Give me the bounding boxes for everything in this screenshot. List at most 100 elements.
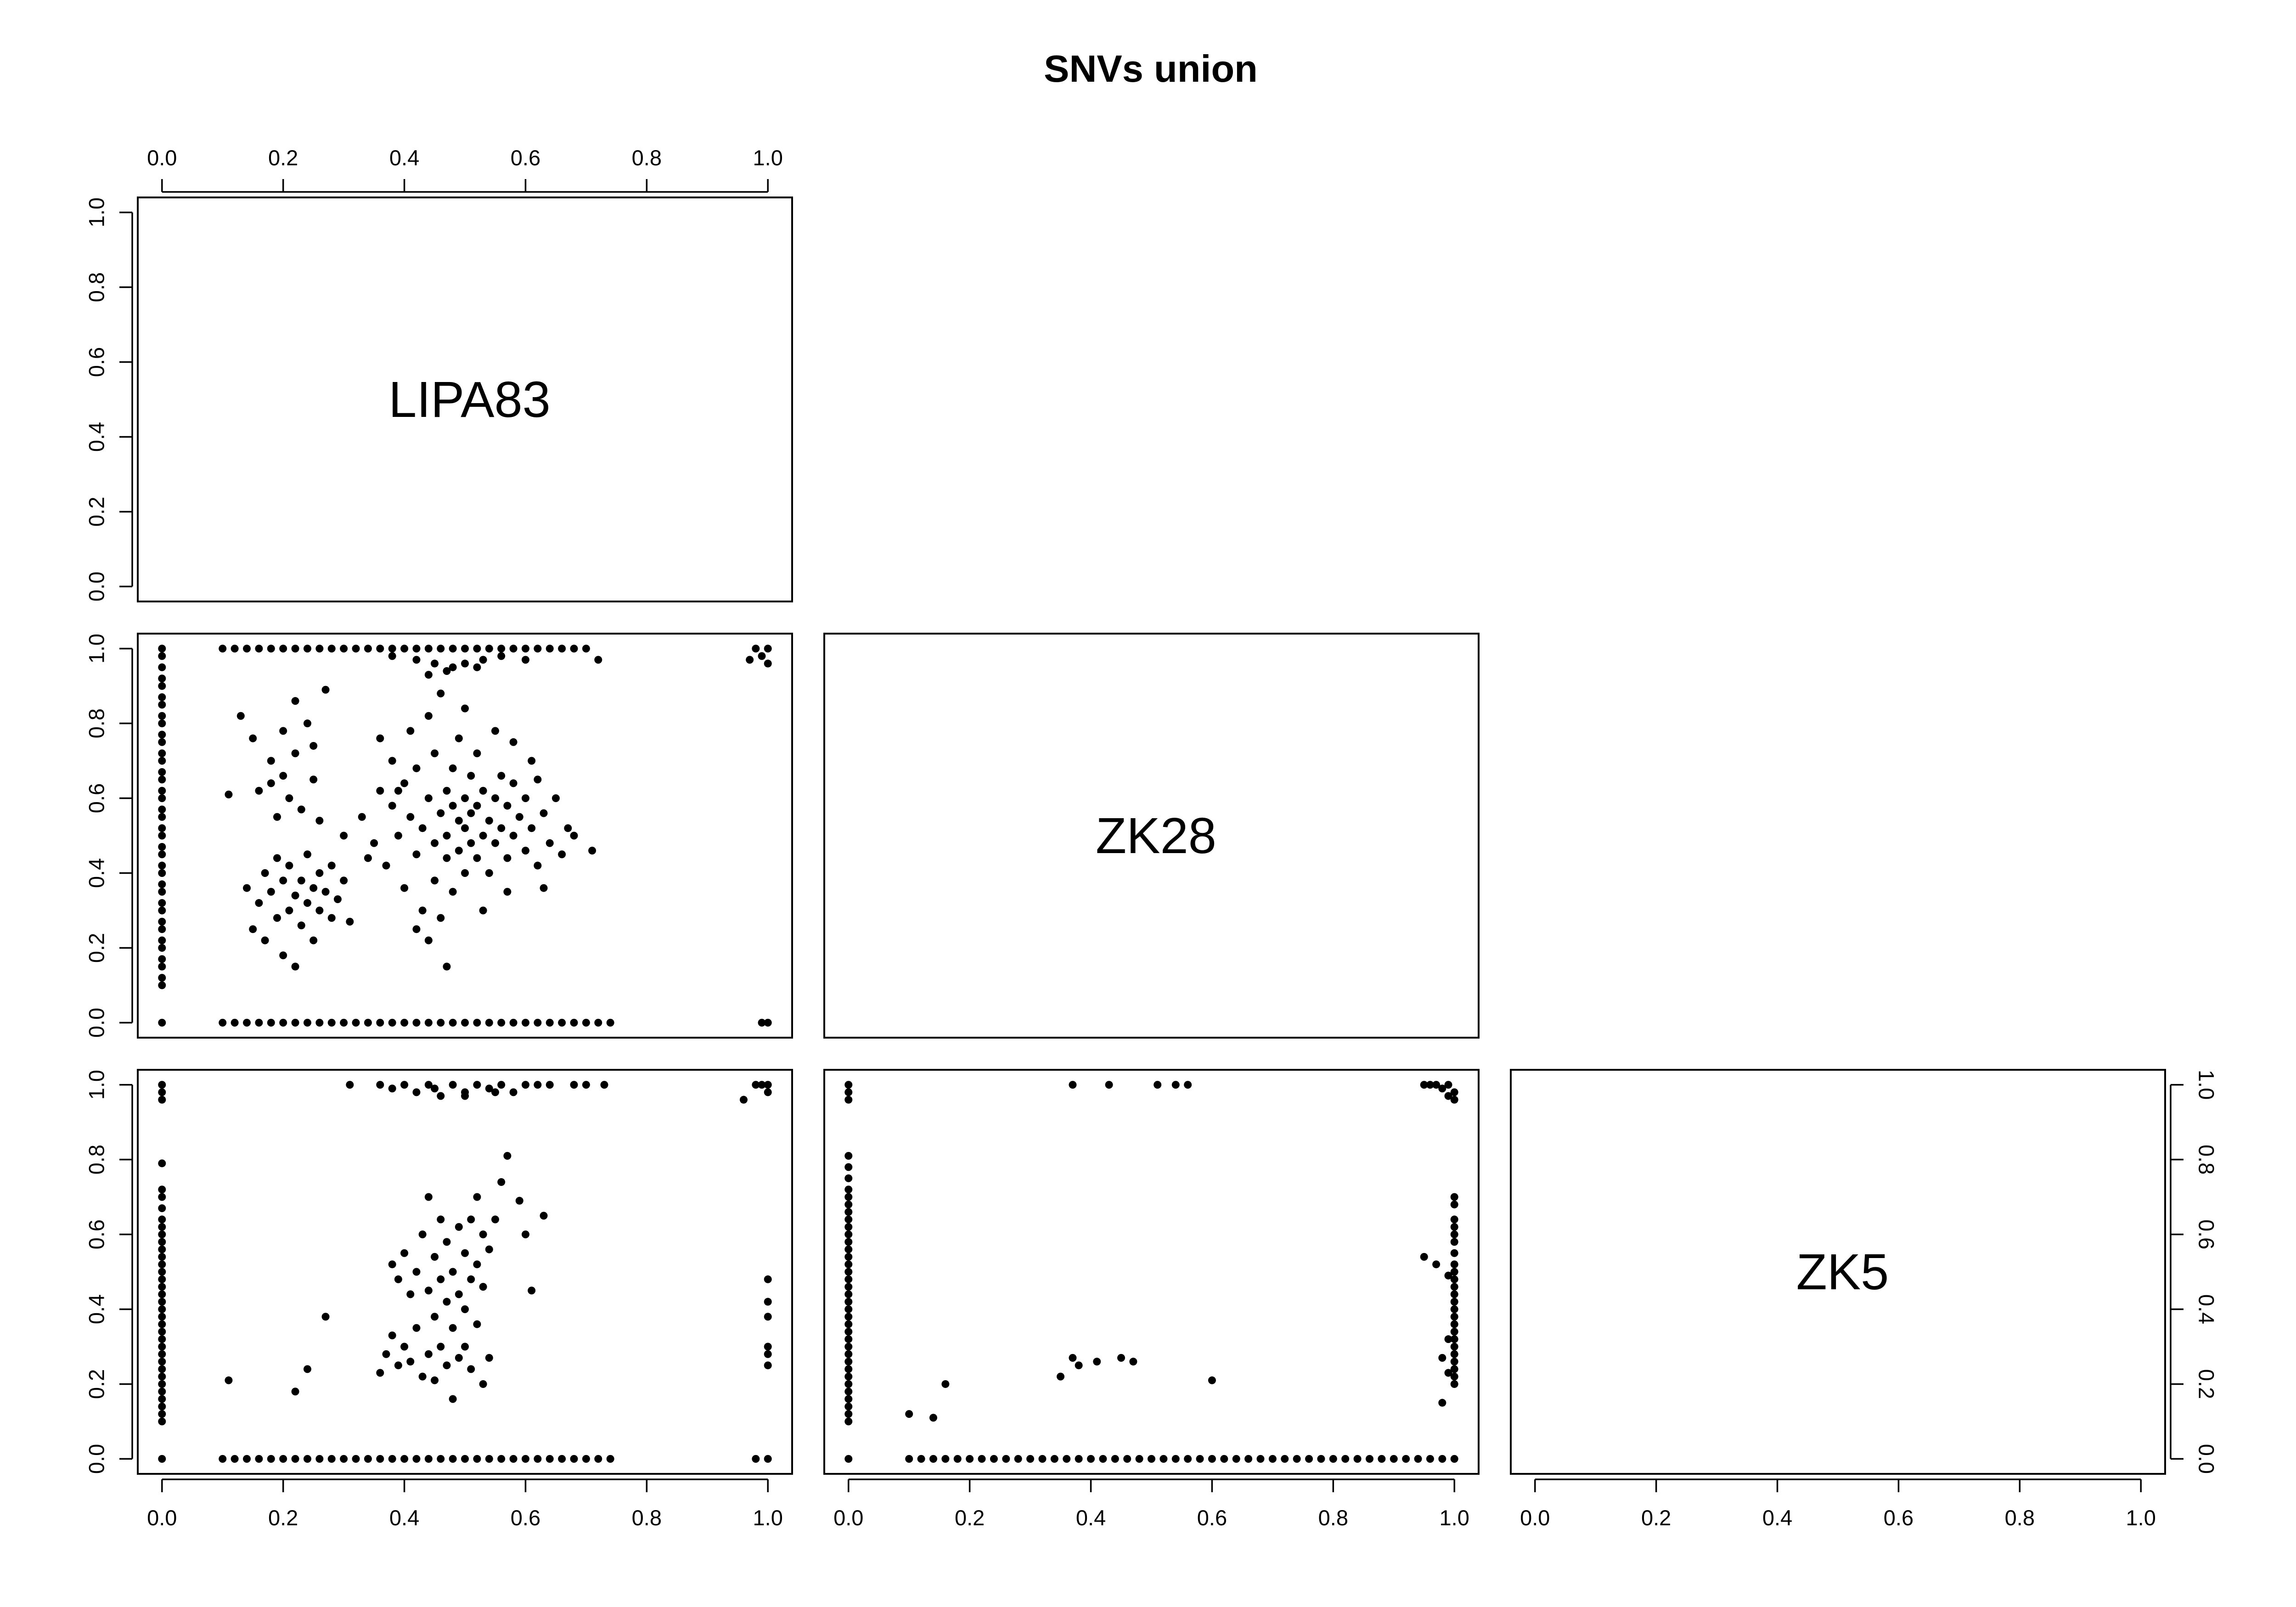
data-point [455,1223,463,1231]
data-point [388,1084,396,1093]
data-point [303,1455,311,1463]
data-point [255,787,263,795]
data-point [844,1215,853,1224]
data-point [1099,1455,1107,1463]
data-point [158,850,166,859]
data-point [310,884,318,892]
data-point [219,1018,227,1027]
data-point [437,914,445,922]
x-tick-label: 0.4 [1076,1506,1106,1530]
data-point [158,682,166,690]
data-point [844,1395,853,1403]
data-point [291,891,299,899]
x-tick-label: 0.4 [389,1506,419,1530]
data-point [1444,1271,1452,1280]
data-point [461,1305,469,1313]
data-point [1159,1455,1168,1463]
data-point [437,1343,445,1351]
data-point [467,839,475,847]
data-point [315,816,324,825]
data-point [158,899,166,907]
x-tick-label: 0.0 [1520,1506,1550,1530]
data-point [364,645,372,653]
data-point [231,1018,239,1027]
data-point [752,1081,760,1089]
data-point [521,1018,529,1027]
data-point [449,1018,457,1027]
x-tick-label: 0.6 [1197,1506,1227,1530]
data-point [764,1081,772,1089]
data-point [966,1455,974,1463]
data-point [551,794,560,803]
data-point [315,906,324,915]
data-point [291,645,299,653]
data-point [844,1320,853,1328]
diagonal-label-zk5: ZK5 [1796,1244,1889,1300]
data-point [764,645,772,653]
data-point [340,1018,348,1027]
data-point [443,667,451,675]
data-point [158,824,166,832]
data-point [443,1361,451,1370]
data-point [267,779,275,787]
data-point [844,1260,853,1269]
data-point [534,1018,542,1027]
data-point [509,738,518,746]
data-point [764,1275,772,1283]
data-point [243,884,251,892]
data-point [594,656,602,664]
data-point [388,1332,396,1340]
data-point [497,772,506,780]
data-point [461,1092,469,1100]
data-point [303,1018,311,1027]
data-point [1154,1081,1162,1089]
data-point [443,787,451,795]
data-point [352,645,360,653]
data-point [1450,1260,1458,1269]
data-point [570,1081,578,1089]
diagonal-label-zk28: ZK28 [1096,808,1216,864]
data-point [291,1455,299,1463]
data-point [546,645,554,653]
data-point [158,936,166,944]
y-tick-label-right: 1.0 [2195,1070,2219,1100]
data-point [1450,1305,1458,1313]
data-point [158,1343,166,1351]
data-point [449,1455,457,1463]
data-point [418,906,427,915]
data-point [990,1455,998,1463]
data-point [844,1253,853,1261]
data-point [158,1335,166,1343]
data-point [570,1018,578,1027]
data-point [443,854,451,862]
data-point [1184,1455,1192,1463]
data-point [225,790,233,798]
data-point [412,656,421,664]
diagonal-label-lipa83: LIPA83 [388,371,551,428]
data-point [285,794,293,803]
data-point [485,816,493,825]
data-point [158,888,166,896]
data-point [582,1081,590,1089]
data-point [1450,1350,1458,1358]
y-tick-label: 0.6 [84,347,109,377]
data-point [1026,1455,1035,1463]
data-point [1014,1455,1022,1463]
data-point [424,1455,433,1463]
data-point [424,645,433,653]
data-point [764,1313,772,1321]
data-point [917,1455,925,1463]
data-point [437,689,445,697]
data-point [739,1096,748,1104]
data-point [243,645,251,653]
data-point [327,861,336,870]
data-point [746,656,754,664]
data-point [929,1414,937,1422]
data-point [158,906,166,915]
data-point [243,1018,251,1027]
data-point [1450,1231,1458,1239]
data-point [941,1455,950,1463]
data-point [1378,1455,1386,1463]
data-point [303,645,311,653]
data-point [1129,1358,1137,1366]
